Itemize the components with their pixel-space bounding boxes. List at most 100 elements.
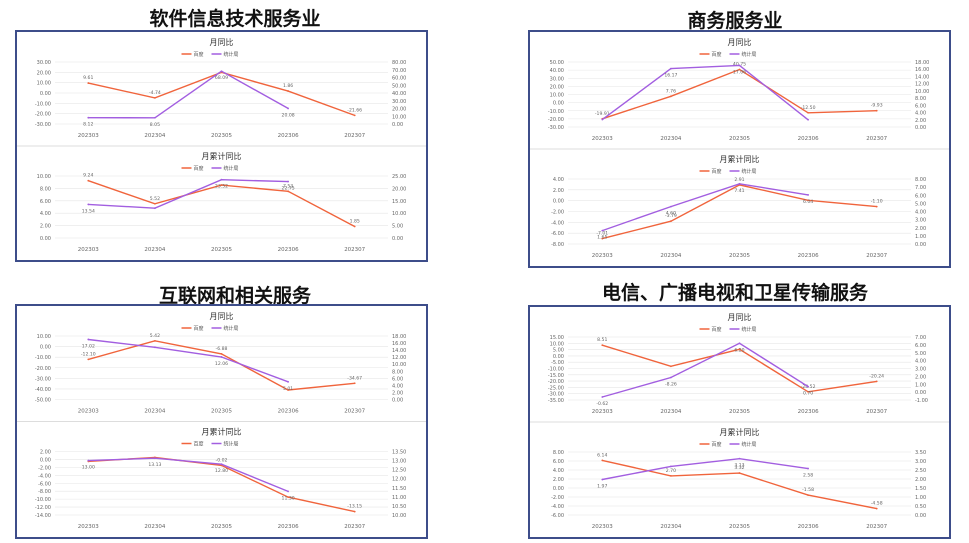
data-label: 2.70 xyxy=(666,468,676,474)
right-tick-label: 5.00 xyxy=(392,224,403,230)
data-label: 23.52 xyxy=(215,184,228,190)
left-tick-label: -5.00 xyxy=(551,360,564,366)
right-tick-label: 13.50 xyxy=(392,450,406,456)
data-label: 17.06 xyxy=(733,69,746,75)
right-tick-label: 20.00 xyxy=(392,107,406,113)
data-point xyxy=(738,64,741,67)
data-label: -9.93 xyxy=(871,103,883,109)
right-tick-label: 10.50 xyxy=(392,504,406,510)
x-tick-label: 202306 xyxy=(278,247,299,253)
data-label: -21.66 xyxy=(347,107,362,113)
legend-label-baidu: 百度 xyxy=(712,441,722,448)
right-tick-label: 6.00 xyxy=(915,103,926,109)
left-tick-label: 0.00 xyxy=(40,236,51,242)
left-tick-label: 2.00 xyxy=(40,450,51,456)
data-label: 22.75 xyxy=(282,186,295,192)
data-label: -12.10 xyxy=(81,351,96,357)
data-label: 7.53 xyxy=(283,183,293,189)
data-point xyxy=(220,356,223,358)
data-label: -4.74 xyxy=(149,90,161,96)
right-tick-label: 30.00 xyxy=(392,99,406,105)
right-tick-label: 80.00 xyxy=(392,60,406,66)
x-tick-label: 202307 xyxy=(344,133,365,139)
left-tick-label: -25.00 xyxy=(548,385,564,391)
left-tick-label: 30.00 xyxy=(37,60,51,66)
data-label: 11.30 xyxy=(282,495,295,501)
right-tick-label: 7.00 xyxy=(915,185,926,191)
right-tick-label: 10.00 xyxy=(392,114,406,120)
data-label: 5.42 xyxy=(150,333,160,339)
left-tick-label: 2.00 xyxy=(40,224,51,230)
x-tick-label: 202303 xyxy=(592,524,613,530)
right-tick-label: 4.00 xyxy=(392,383,403,389)
chart-title: 月累计同比 xyxy=(202,427,242,437)
left-tick-label: 2.00 xyxy=(553,477,564,483)
data-label: 12.06 xyxy=(215,361,228,367)
right-tick-label: 4.00 xyxy=(915,359,926,365)
left-tick-label: -10.00 xyxy=(35,355,51,361)
left-tick-label: -6.00 xyxy=(38,481,51,487)
data-point xyxy=(220,184,223,186)
x-tick-label: 202303 xyxy=(78,409,99,415)
data-point xyxy=(287,496,289,499)
left-tick-label: -14.00 xyxy=(35,513,51,519)
x-tick-label: 202305 xyxy=(211,247,232,253)
right-tick-label: 50.00 xyxy=(392,83,406,89)
left-tick-label: 4.00 xyxy=(553,177,564,183)
left-tick-label: 10.00 xyxy=(550,341,564,347)
x-tick-label: 202307 xyxy=(344,247,365,253)
data-point xyxy=(875,380,878,383)
right-tick-label: 3.50 xyxy=(915,450,926,456)
x-tick-label: 202305 xyxy=(211,409,232,415)
right-tick-label: 0.00 xyxy=(915,513,926,519)
left-tick-label: -8.00 xyxy=(551,242,564,248)
data-point xyxy=(601,237,604,240)
right-tick-label: 10.00 xyxy=(392,513,406,519)
left-tick-label: 20.00 xyxy=(37,70,51,76)
chart-title: 月同比 xyxy=(728,312,752,322)
right-tick-label: 1.00 xyxy=(915,382,926,388)
data-point xyxy=(87,179,90,182)
left-tick-label: 50.00 xyxy=(550,60,564,66)
legend-label-baidu: 百度 xyxy=(194,51,204,58)
data-point xyxy=(875,205,878,208)
left-tick-label: -8.00 xyxy=(38,489,51,495)
data-label: 2.91 xyxy=(734,177,744,183)
data-point xyxy=(601,118,604,121)
right-tick-label: 16.00 xyxy=(392,341,406,347)
data-point xyxy=(220,70,223,73)
data-point xyxy=(738,472,741,474)
data-point xyxy=(875,507,878,510)
legend-label-stat: 统计局 xyxy=(224,51,239,58)
right-tick-label: 10.00 xyxy=(392,362,406,368)
data-point xyxy=(807,194,809,196)
data-point xyxy=(154,96,156,99)
data-label: 7.41 xyxy=(734,188,744,194)
chart-title: 月累计同比 xyxy=(202,151,242,161)
x-tick-label: 202304 xyxy=(144,247,165,253)
data-point xyxy=(87,116,90,119)
right-tick-label: 11.00 xyxy=(392,495,406,501)
data-point xyxy=(87,82,90,84)
data-label: 17.02 xyxy=(82,343,95,349)
right-tick-label: 2.00 xyxy=(915,374,926,380)
left-tick-label: -2.00 xyxy=(551,210,564,216)
data-label: 8.05 xyxy=(150,122,160,128)
data-point xyxy=(670,95,672,98)
right-tick-label: 2.00 xyxy=(915,118,926,124)
data-label: -6.88 xyxy=(216,346,228,352)
x-tick-label: 202307 xyxy=(866,136,887,142)
left-tick-label: -10.00 xyxy=(35,101,51,107)
x-tick-label: 202306 xyxy=(798,253,819,259)
right-tick-label: 14.00 xyxy=(392,348,406,354)
right-tick-label: 0.00 xyxy=(915,242,926,248)
left-tick-label: -4.00 xyxy=(551,504,564,510)
data-point xyxy=(738,68,741,71)
data-label: 1.65 xyxy=(597,235,607,241)
